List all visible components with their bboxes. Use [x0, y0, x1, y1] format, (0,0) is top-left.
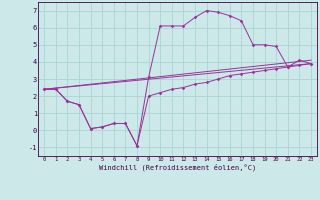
X-axis label: Windchill (Refroidissement éolien,°C): Windchill (Refroidissement éolien,°C) [99, 164, 256, 171]
